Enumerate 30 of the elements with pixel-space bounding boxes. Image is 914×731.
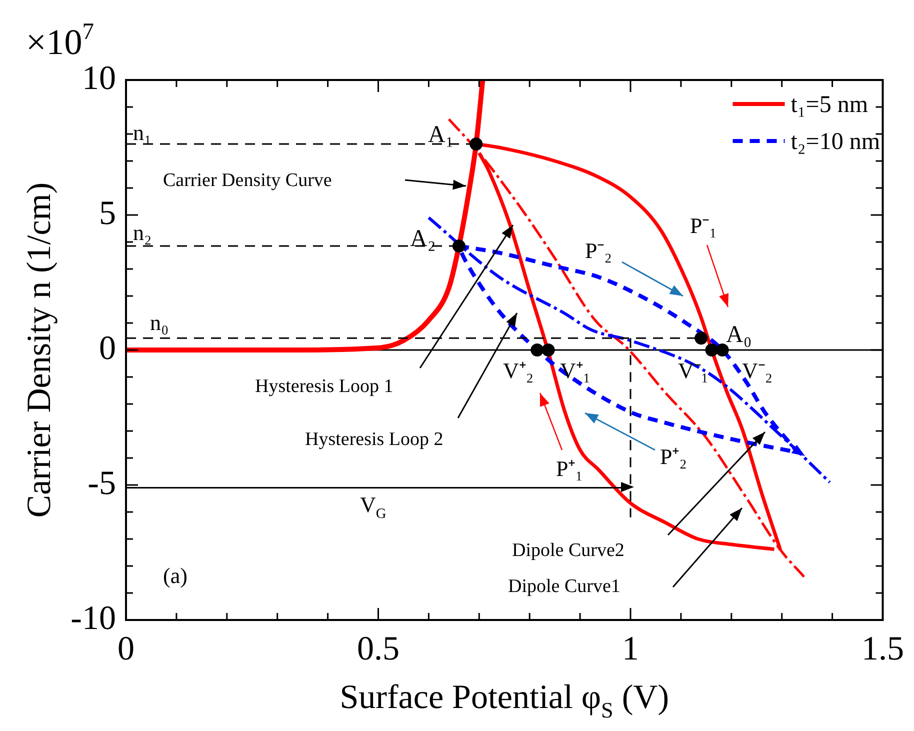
- x-tick-label: 1: [622, 630, 639, 668]
- annotation: Carrier Density Curve: [163, 170, 332, 191]
- y-axis-title: Carrier Density n (1/cm): [21, 182, 58, 518]
- annotation: P⁺₁: [556, 456, 583, 481]
- annotation: V⁻₂: [742, 358, 773, 383]
- annotation: (a): [163, 563, 188, 588]
- x-tick-label: 1.5: [862, 630, 904, 668]
- annotation: n₂: [133, 220, 152, 245]
- annotation: A₂: [410, 226, 436, 252]
- annotation: Dipole Curve2: [512, 540, 624, 561]
- annotation: P⁻₂: [585, 238, 612, 263]
- y-tick-label: -10: [70, 600, 116, 637]
- y-tick-label: -5: [88, 464, 116, 502]
- x-tick-label: 0.5: [357, 630, 400, 668]
- annotation: V⁺₂: [503, 358, 534, 383]
- annotation: n₀: [150, 310, 169, 335]
- annotation: Dipole Curve1: [508, 576, 620, 597]
- legend-label: t₂=10 nm: [790, 129, 880, 155]
- annotation: V⁺₁: [560, 358, 591, 383]
- annotation: A₁: [428, 122, 454, 148]
- annotation: A₀: [726, 322, 752, 348]
- annotation: Hysteresis Loop 2: [305, 429, 444, 450]
- annotation: P⁻₁: [690, 213, 717, 238]
- annotation: V⁻₁: [678, 358, 709, 383]
- y-tick-label: 0: [99, 330, 116, 367]
- legend-label: t₁=5 nm: [790, 92, 868, 118]
- y-tick-label: 5: [99, 194, 116, 232]
- y-tick-label: 10: [82, 60, 116, 97]
- annotation: P⁺₂: [660, 444, 687, 469]
- annotation: Hysteresis Loop 1: [255, 376, 394, 397]
